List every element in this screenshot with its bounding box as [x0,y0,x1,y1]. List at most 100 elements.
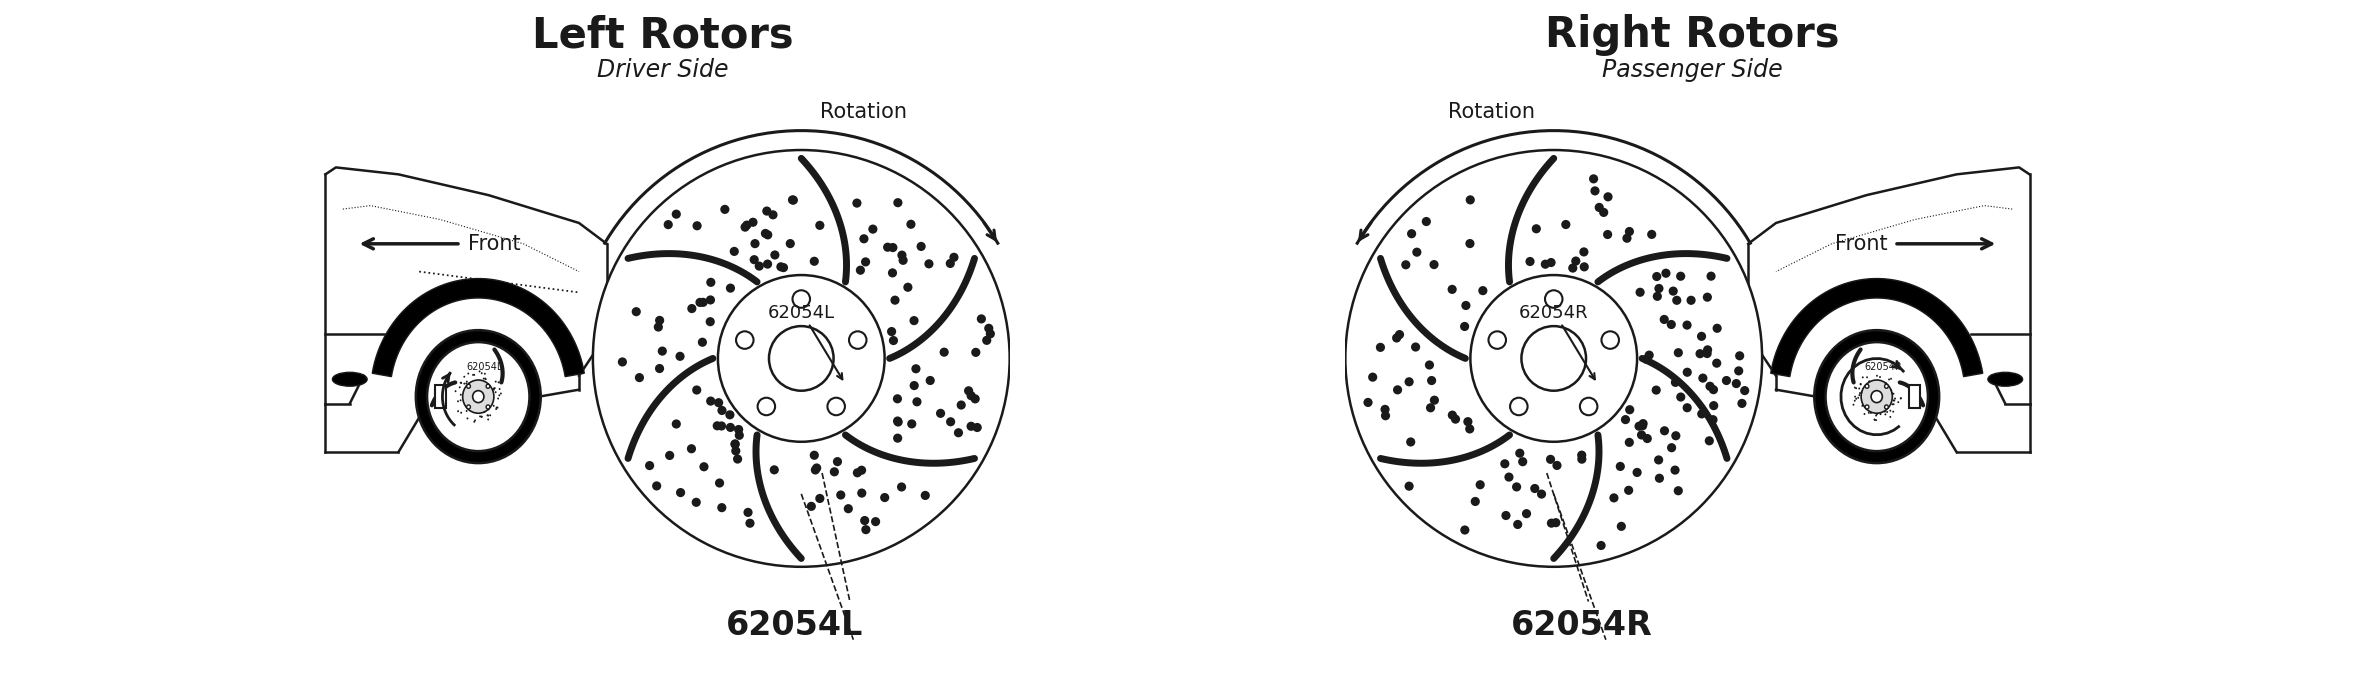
Circle shape [1590,174,1599,184]
Circle shape [869,225,878,234]
Circle shape [897,482,907,491]
Circle shape [843,504,853,513]
Circle shape [1364,398,1373,407]
Circle shape [732,454,742,464]
Circle shape [857,466,867,475]
Circle shape [1634,422,1644,431]
Circle shape [1462,301,1470,310]
Ellipse shape [1884,384,1889,388]
Circle shape [911,397,921,406]
Circle shape [947,417,956,427]
Circle shape [1684,367,1691,377]
Circle shape [1502,511,1510,520]
Circle shape [1660,426,1670,436]
Circle shape [735,425,744,434]
Circle shape [777,262,787,271]
Circle shape [1465,239,1474,248]
Circle shape [1644,351,1653,360]
Circle shape [1401,260,1411,269]
Circle shape [1540,260,1550,269]
Circle shape [966,391,975,400]
Circle shape [1705,436,1714,445]
Circle shape [890,296,900,305]
Ellipse shape [332,372,367,386]
Circle shape [1705,381,1714,391]
Circle shape [1625,405,1634,414]
Ellipse shape [466,405,471,409]
Circle shape [963,386,973,395]
Circle shape [655,316,664,325]
Circle shape [1427,376,1437,385]
Circle shape [966,422,975,431]
Circle shape [855,266,864,275]
Circle shape [1411,342,1420,351]
Circle shape [1394,386,1401,395]
Circle shape [718,275,885,442]
Circle shape [921,491,930,500]
Circle shape [893,198,902,207]
Text: Front: Front [1835,234,1886,254]
Circle shape [1571,256,1580,266]
Circle shape [1514,449,1524,458]
Circle shape [718,406,728,415]
Text: Rotation: Rotation [820,102,907,122]
Circle shape [770,251,780,260]
Circle shape [1545,290,1561,308]
Circle shape [645,461,655,470]
Circle shape [893,434,902,443]
Circle shape [1677,393,1686,402]
Circle shape [749,218,758,227]
Circle shape [1672,431,1681,441]
Circle shape [1429,260,1439,269]
Circle shape [862,258,871,267]
Circle shape [617,357,626,367]
Circle shape [763,260,772,269]
Circle shape [1448,285,1458,294]
Circle shape [770,465,780,475]
Circle shape [862,525,871,535]
Circle shape [1521,326,1585,390]
Circle shape [1672,296,1681,305]
Circle shape [1460,322,1470,331]
Circle shape [1674,348,1684,357]
Circle shape [1368,372,1378,381]
Circle shape [1601,331,1618,349]
Circle shape [676,488,685,497]
Circle shape [1514,520,1521,529]
Circle shape [1394,330,1404,339]
Ellipse shape [466,384,471,388]
Circle shape [1674,487,1684,496]
Circle shape [758,397,775,416]
Circle shape [850,331,867,349]
Circle shape [716,421,725,431]
Ellipse shape [417,330,542,463]
Circle shape [1623,234,1632,243]
Circle shape [815,494,824,503]
Circle shape [1510,397,1528,416]
Circle shape [982,335,991,345]
Ellipse shape [1860,380,1893,413]
Circle shape [911,364,921,373]
Circle shape [1604,192,1613,201]
Circle shape [1660,315,1670,324]
Circle shape [860,516,869,525]
Ellipse shape [1865,384,1870,388]
Circle shape [725,283,735,293]
Circle shape [1547,519,1557,528]
Circle shape [664,220,674,229]
Circle shape [1625,227,1634,236]
Circle shape [1608,493,1618,503]
Circle shape [1545,454,1554,464]
Circle shape [1427,403,1434,412]
Circle shape [888,336,897,345]
Circle shape [706,295,716,305]
Circle shape [853,198,862,207]
Ellipse shape [1872,390,1882,402]
Circle shape [1580,247,1590,257]
Circle shape [970,348,980,357]
Circle shape [1656,474,1665,483]
Circle shape [794,290,810,308]
Circle shape [721,205,730,214]
Circle shape [871,517,881,526]
Circle shape [1703,345,1712,354]
